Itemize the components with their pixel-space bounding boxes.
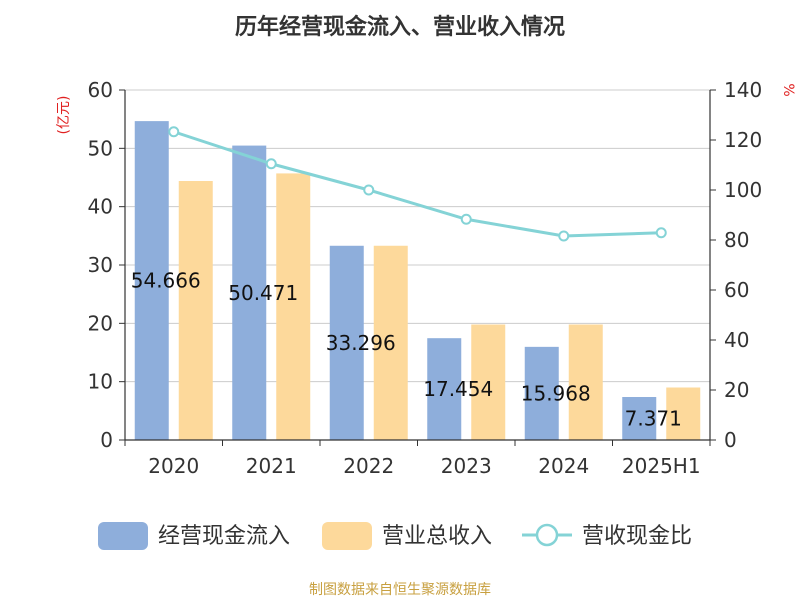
- legend-swatch: [98, 522, 148, 550]
- chart-title: 历年经营现金流入、营业收入情况: [235, 14, 565, 40]
- bar: [666, 387, 701, 440]
- data-label: 17.454: [423, 377, 493, 401]
- y-left-tick-label: 50: [88, 136, 113, 160]
- data-label: 33.296: [326, 331, 396, 355]
- line-point: [168, 126, 180, 138]
- y-right-tick-label: 80: [724, 228, 749, 252]
- y-left-tick-label: 0: [100, 428, 113, 452]
- bar: [524, 346, 559, 440]
- data-label: 54.666: [131, 269, 201, 293]
- line-point: [558, 230, 570, 242]
- x-tick-label: 2023: [441, 454, 492, 478]
- y-axis-right-label: %: [780, 83, 796, 96]
- data-label: 50.471: [228, 281, 298, 305]
- axes: 0 10 20 30 40 50 60 0 20 40 60 80 100 120 140 2020 2021 2…: [88, 78, 763, 478]
- data-labels: 54.666 50.471 33.296 17.454 15.968 7.371: [131, 269, 682, 431]
- bar: [134, 121, 169, 441]
- source-note: 制图数据来自恒生聚源数据库: [309, 582, 491, 598]
- bar: [373, 245, 408, 440]
- x-tick-label: 2024: [538, 454, 589, 478]
- y-right-tick-label: 140: [724, 78, 762, 102]
- legend-label: 经营现金流入: [158, 524, 290, 549]
- legend: 经营现金流入 营业总收入 营收现金比: [98, 522, 692, 550]
- data-label: 7.371: [625, 407, 682, 431]
- line-point: [460, 213, 472, 225]
- y-left-tick-label: 40: [88, 195, 113, 219]
- data-label: 15.968: [521, 381, 591, 405]
- legend-marker: [535, 523, 559, 547]
- y-axis-left-label: (亿元): [56, 96, 72, 135]
- line-point: [363, 184, 375, 196]
- bar: [427, 338, 462, 440]
- x-tick-label: 2021: [246, 454, 297, 478]
- bars: [134, 121, 701, 441]
- bar: [622, 397, 657, 440]
- line-point: [655, 227, 667, 239]
- bar: [232, 145, 267, 441]
- y-right-tick-label: 40: [724, 328, 749, 352]
- x-tick-label: 2025H1: [622, 454, 701, 478]
- legend-label: 营收现金比: [582, 524, 692, 549]
- bar: [471, 324, 506, 440]
- y-right-tick-label: 20: [724, 378, 749, 402]
- bar: [568, 324, 603, 440]
- y-right-tick-label: 100: [724, 178, 762, 202]
- x-tick-label: 2020: [148, 454, 199, 478]
- y-right-tick-label: 120: [724, 128, 762, 152]
- line-series: [168, 126, 667, 242]
- y-left-tick-label: 30: [88, 253, 113, 277]
- x-tick-label: 2022: [343, 454, 394, 478]
- line-path: [173, 130, 662, 238]
- y-right-tick-label: 60: [724, 278, 749, 302]
- legend-swatch: [322, 522, 372, 550]
- y-right-tick-label: 0: [724, 428, 737, 452]
- legend-label: 营业总收入: [382, 524, 492, 549]
- y-left-tick-label: 10: [88, 370, 113, 394]
- bar: [178, 181, 213, 440]
- line-point: [265, 158, 277, 170]
- bar: [276, 173, 311, 440]
- bar: [329, 245, 364, 440]
- y-left-tick-label: 60: [88, 78, 113, 102]
- y-left-tick-label: 20: [88, 311, 113, 335]
